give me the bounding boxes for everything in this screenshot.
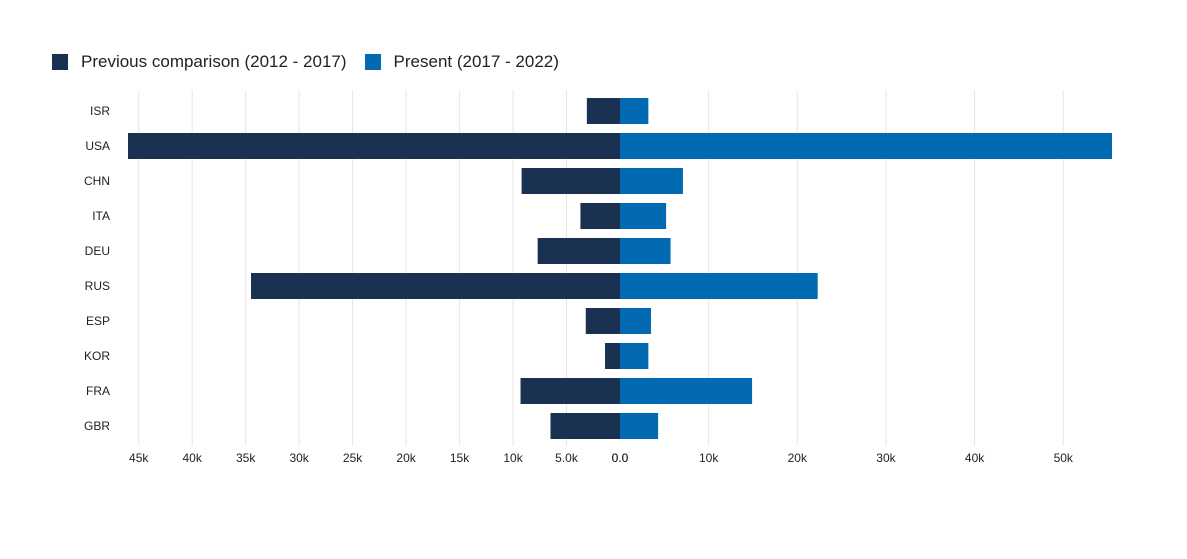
bar-previous (521, 168, 620, 194)
y-category-label: ISR (90, 104, 110, 118)
x-tick-label-left: 45k (129, 451, 149, 465)
bar-present (620, 168, 683, 194)
y-category-label: USA (85, 139, 110, 153)
bar-previous (128, 133, 620, 159)
bar-previous (605, 343, 620, 369)
y-category-label: RUS (85, 279, 110, 293)
x-tick-label-right: 50k (1054, 451, 1074, 465)
bar-present (620, 98, 649, 124)
x-tick-label-left: 40k (182, 451, 202, 465)
y-category-label: FRA (86, 384, 110, 398)
bar-previous (251, 273, 620, 299)
bar-present (620, 273, 818, 299)
bar-previous (550, 413, 620, 439)
legend-swatch-present (364, 54, 381, 70)
x-tick-label-left: 20k (396, 451, 416, 465)
x-tick-label-left: 0.0 (612, 451, 629, 465)
bar-previous (585, 308, 620, 334)
bar-present (620, 413, 659, 439)
bar-previous (520, 378, 620, 404)
bar-present (620, 378, 753, 404)
y-category-label: DEU (85, 244, 110, 258)
bar-present (620, 343, 649, 369)
bar-previous (537, 238, 620, 264)
bar-present (620, 238, 671, 264)
legend-label-previous: Previous comparison (2012 - 2017) (81, 52, 347, 71)
x-tick-label-right: 0.0 (612, 451, 629, 465)
x-tick-label-right: 10k (699, 451, 719, 465)
y-category-label: KOR (84, 349, 110, 363)
bar-present (620, 133, 1112, 159)
x-tick-label-left: 35k (236, 451, 256, 465)
x-tick-label-left: 5.0k (555, 451, 579, 465)
x-tick-label-left: 25k (343, 451, 363, 465)
y-category-label: GBR (84, 419, 110, 433)
y-category-label: ITA (92, 209, 110, 223)
y-category-label: CHN (84, 174, 110, 188)
legend-item-present[interactable]: Present (2017 - 2022) (364, 52, 559, 72)
bar-present (620, 203, 667, 229)
x-tick-label-left: 30k (289, 451, 309, 465)
bar-present (620, 308, 652, 334)
x-tick-label-right: 40k (965, 451, 985, 465)
legend-item-previous[interactable]: Previous comparison (2012 - 2017) (52, 52, 347, 72)
x-tick-label-right: 30k (876, 451, 896, 465)
legend-label-present: Present (2017 - 2022) (393, 52, 559, 71)
bar-previous (580, 203, 620, 229)
bar-previous (586, 98, 620, 124)
x-tick-label-left: 15k (450, 451, 470, 465)
x-tick-label-right: 20k (788, 451, 808, 465)
x-tick-label-left: 10k (503, 451, 523, 465)
y-category-label: ESP (86, 314, 110, 328)
chart-legend: Previous comparison (2012 - 2017) Presen… (52, 52, 577, 72)
legend-swatch-previous (52, 54, 68, 70)
